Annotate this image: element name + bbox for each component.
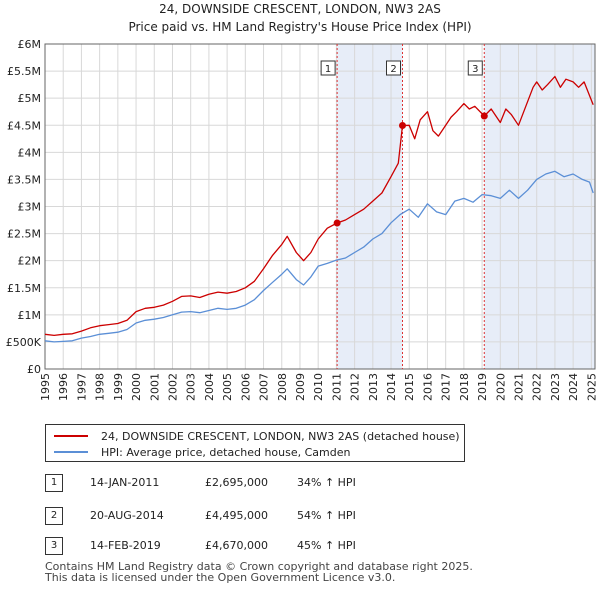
sale-number-badge: 2 xyxy=(45,507,63,525)
table-row: 3 14-FEB-2019 £4,670,000 45% ↑ HPI xyxy=(45,537,405,555)
x-tick-label: 2008 xyxy=(276,373,289,401)
y-tick-label: £5.5M xyxy=(7,65,41,78)
y-tick-label: £4.5M xyxy=(7,119,41,132)
sale-price: £4,495,000 xyxy=(205,509,268,522)
sale-date: 14-JAN-2011 xyxy=(90,476,160,489)
x-tick-label: 2019 xyxy=(476,373,489,401)
sale-hpi-change: 45% ↑ HPI xyxy=(297,539,356,552)
x-tick-label: 1996 xyxy=(57,373,70,401)
y-tick-label: £2.5M xyxy=(7,228,41,241)
x-tick-label: 2025 xyxy=(585,373,598,401)
x-tick-label: 2002 xyxy=(166,373,179,401)
x-tick-label: 2007 xyxy=(258,373,271,401)
x-tick-label: 2012 xyxy=(349,373,362,401)
x-tick-label: 1997 xyxy=(75,373,88,401)
y-tick-label: £4M xyxy=(18,146,42,159)
sale-number-badge: 1 xyxy=(45,474,63,492)
x-tick-label: 2023 xyxy=(549,373,562,401)
footer-line-copyright: Contains HM Land Registry data © Crown c… xyxy=(45,560,473,573)
table-row: 1 14-JAN-2011 £2,695,000 34% ↑ HPI xyxy=(45,474,405,492)
sale-price: £2,695,000 xyxy=(205,476,268,489)
footer-line-licence: This data is licensed under the Open Gov… xyxy=(45,571,396,584)
x-tick-label: 2021 xyxy=(513,373,526,401)
legend-line-blue xyxy=(54,451,88,453)
y-tick-label: £3M xyxy=(18,201,42,214)
y-tick-label: £3.5M xyxy=(7,173,41,186)
x-tick-label: 2015 xyxy=(403,373,416,401)
sale-number-label: 3 xyxy=(472,64,478,75)
footer-attribution: Contains HM Land Registry data © Crown c… xyxy=(45,561,473,583)
sale-number-label: 2 xyxy=(390,64,396,75)
sale-number-box xyxy=(386,60,401,76)
y-tick-label: £500K xyxy=(6,336,42,349)
x-tick-label: 2004 xyxy=(203,373,216,401)
x-tick-label: 2011 xyxy=(330,373,343,401)
sale-hpi-change: 34% ↑ HPI xyxy=(297,476,356,489)
price-chart: 24, DOWNSIDE CRESCENT, LONDON, NW3 2AS P… xyxy=(6,2,599,401)
sale-price: £4,670,000 xyxy=(205,539,268,552)
sale-number-box xyxy=(467,60,483,76)
y-tick-label: £1.5M xyxy=(7,282,41,295)
x-tick-label: 2020 xyxy=(494,373,507,401)
x-tick-label: 2001 xyxy=(148,373,161,401)
legend-line-red xyxy=(54,435,88,437)
x-tick-label: 2010 xyxy=(312,373,325,401)
y-tick-label: £1M xyxy=(18,309,42,322)
chart-title: 24, DOWNSIDE CRESCENT, LONDON, NW3 2AS xyxy=(159,2,441,16)
x-tick-label: 2017 xyxy=(440,373,453,401)
legend-item-property: 24, DOWNSIDE CRESCENT, LONDON, NW3 2AS (… xyxy=(54,428,460,444)
sale-point xyxy=(333,219,341,227)
x-tick-label: 1999 xyxy=(112,373,125,401)
y-tick-label: £0 xyxy=(27,363,41,376)
x-tick-label: 1998 xyxy=(94,373,107,401)
legend-label-property: 24, DOWNSIDE CRESCENT, LONDON, NW3 2AS (… xyxy=(101,429,460,443)
x-tick-label: 2006 xyxy=(239,373,252,401)
series-line-hpi xyxy=(44,170,594,343)
y-tick-label: £2M xyxy=(18,255,42,268)
legend: 24, DOWNSIDE CRESCENT, LONDON, NW3 2AS (… xyxy=(45,424,465,462)
table-row: 2 20-AUG-2014 £4,495,000 54% ↑ HPI xyxy=(45,507,405,525)
x-tick-label: 2003 xyxy=(185,373,198,401)
legend-label-hpi: HPI: Average price, detached house, Camd… xyxy=(101,445,351,459)
x-tick-label: 2014 xyxy=(385,373,398,401)
sale-hpi-change: 54% ↑ HPI xyxy=(297,509,356,522)
x-tick-label: 2005 xyxy=(221,373,234,401)
y-tick-label: £6M xyxy=(18,38,42,51)
x-tick-label: 2009 xyxy=(294,373,307,401)
plot-border xyxy=(44,43,596,370)
sale-date: 20-AUG-2014 xyxy=(90,509,164,522)
sale-number-box xyxy=(320,60,336,76)
series-line-property xyxy=(44,75,594,337)
x-tick-label: 2000 xyxy=(130,373,143,401)
x-tick-label: 2022 xyxy=(531,373,544,401)
sale-point xyxy=(399,122,406,130)
legend-item-hpi: HPI: Average price, detached house, Camd… xyxy=(54,444,350,460)
x-tick-label: 1995 xyxy=(39,373,52,401)
x-tick-label: 2018 xyxy=(458,373,471,401)
sale-number-badge: 3 xyxy=(45,537,63,555)
x-tick-label: 2013 xyxy=(367,373,380,401)
sale-point xyxy=(480,112,488,120)
sale-number-label: 1 xyxy=(325,64,331,75)
chart-subtitle: Price paid vs. HM Land Registry's House … xyxy=(128,20,471,34)
x-tick-label: 2016 xyxy=(421,373,434,401)
x-tick-label: 2024 xyxy=(567,373,580,401)
y-tick-label: £5M xyxy=(18,92,42,105)
sale-date: 14-FEB-2019 xyxy=(90,539,161,552)
